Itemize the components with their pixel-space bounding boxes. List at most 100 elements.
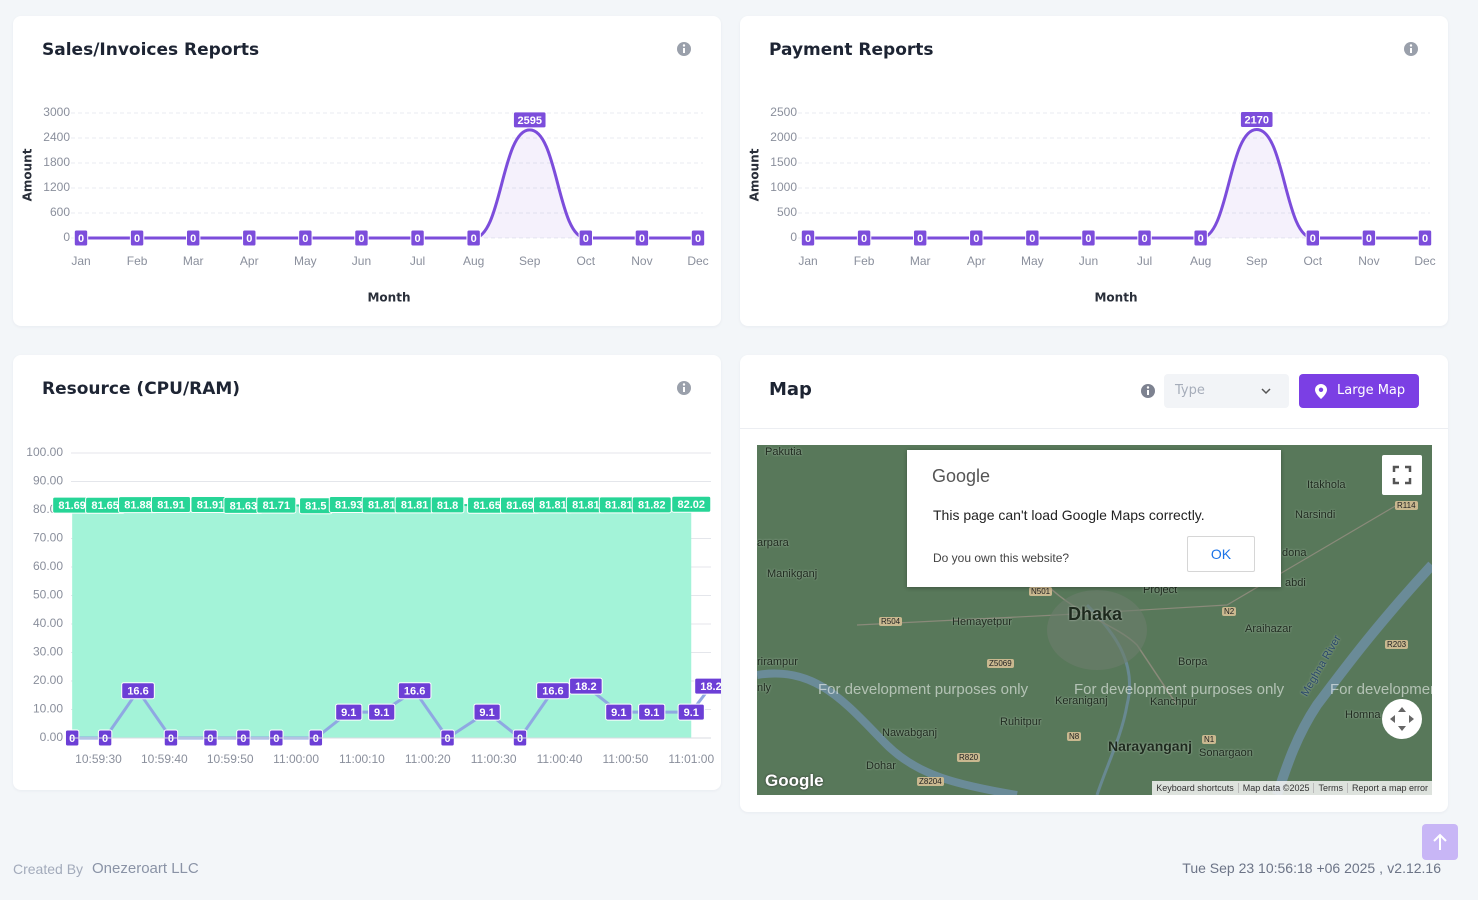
data-label-bg [512,111,547,129]
data-label-bg [185,229,201,247]
map-view[interactable]: Pakutia Itakhola Narsindi arpara Manikganj Pr… [757,445,1432,795]
data-label-bg [1361,229,1377,247]
x-tick-label: Jan [798,254,817,268]
map-error-dialog: Google This page can't load Google Maps … [907,450,1281,587]
sales-card: Sales/Invoices Reports 0 600 1200 1800 2400 3… [13,16,721,326]
dialog-ok-button[interactable]: OK [1187,536,1255,572]
dev-watermark: For development purposes only [818,681,1029,698]
y-tick-label: 70.00 [33,531,63,545]
data-label: 82.02 [677,499,705,511]
data-label: 0 [1366,233,1372,245]
y-tick-label: 2500 [770,105,797,119]
attribution-link[interactable]: Terms [1313,783,1347,793]
data-label: 9.1 [644,707,659,719]
data-label: 81.82 [638,500,666,512]
x-tick-label: Jun [1079,254,1098,268]
x-tick-label: May [294,254,317,268]
data-label: 0 [273,733,279,745]
data-label-bg [368,703,396,721]
data-label: 81.65 [473,500,501,512]
timestamp: Tue Sep 23 10:56:18 +06 2025 , [1182,860,1383,876]
area-line [81,128,698,240]
x-tick-label: Apr [967,254,986,268]
data-label-bg [1025,229,1040,247]
data-label: 0 [973,233,979,245]
data-label: 81.65 [91,500,119,512]
info-icon[interactable] [677,381,691,395]
data-label: 0 [1198,233,1204,245]
data-label-bg [1137,229,1152,247]
place-label: Project [1143,584,1178,596]
data-label-bg [397,682,432,700]
type-select[interactable]: Type [1164,374,1289,408]
map-camera-control[interactable] [1382,699,1422,739]
data-label: 81.88 [124,500,152,512]
y-tick-label: 600 [50,205,70,219]
attribution-link[interactable]: Keyboard shortcuts [1156,783,1234,793]
place-label: Ruhitpur [1000,716,1042,728]
data-label: 0 [517,733,523,745]
data-label-bg [121,682,155,700]
area-fill [81,129,698,238]
attribution-link[interactable]: Map data ©2025 [1237,783,1314,793]
data-label: 9.1 [479,707,494,719]
x-tick-label: 11:00:30 [471,752,517,766]
info-icon[interactable] [677,42,691,56]
x-tick-label: Mar [910,254,931,268]
large-map-button[interactable]: Large Map [1299,374,1419,408]
data-label: 0 [240,733,246,745]
data-label: 0 [414,233,420,245]
attribution-link[interactable]: Report a map error [1346,783,1432,793]
data-label: 0 [207,733,213,745]
select-placeholder: Type [1175,383,1205,398]
road-label: R820 [957,753,981,762]
data-label-bg [466,229,481,247]
data-label: 81.69 [58,500,86,512]
place-label: Nawabganj [882,727,938,739]
y-tick-label: 30.00 [33,645,63,659]
data-label-bg [856,229,872,247]
data-label-bg [354,229,369,247]
data-label-bg [1081,229,1096,247]
data-label: 0 [102,733,108,745]
dialog-question[interactable]: Do you own this website? [933,551,1070,565]
x-tick-label: Aug [463,254,484,268]
x-tick-label: Mar [183,254,204,268]
place-label: Homna [1345,709,1381,721]
card-title: Map [769,379,812,400]
data-label-bg [969,229,984,247]
divider [740,428,1448,429]
company[interactable]: Onezeroart LLC [92,860,199,877]
place-label: rirampur [757,656,798,668]
place-label: Keraniganj [1055,695,1108,707]
data-label: 0 [805,233,811,245]
data-label-bg [638,703,666,721]
data-label: 2595 [517,115,541,127]
info-icon[interactable] [1404,42,1418,56]
place-label: dona [1282,547,1307,559]
x-tick-label: Feb [127,254,148,268]
road-label: N501 [1029,587,1053,596]
data-label-bg [631,496,672,514]
road-label: R114 [1395,501,1418,510]
fullscreen-button[interactable] [1382,455,1422,495]
data-label: 81.81 [572,500,600,512]
button-label: Large Map [1337,383,1406,398]
data-label: 81.69 [506,500,534,512]
x-axis-label: Month [367,291,410,305]
data-label: 0 [471,233,477,245]
road-label: R504 [879,617,903,626]
place-label: Araihazar [1245,623,1293,635]
data-label: 9.1 [611,707,626,719]
dev-watermark: For development purposes only [1074,681,1285,698]
info-icon[interactable] [1140,383,1156,399]
data-label: 81.93 [335,499,363,511]
scroll-top-button[interactable] [1422,824,1458,860]
area-line [808,127,1425,240]
series-area [72,504,692,738]
card-title: Sales/Invoices Reports [42,40,259,60]
place-label: Sonargaon [1199,747,1253,759]
y-tick-label: 500 [777,205,797,219]
y-tick-label: 2400 [43,130,70,144]
